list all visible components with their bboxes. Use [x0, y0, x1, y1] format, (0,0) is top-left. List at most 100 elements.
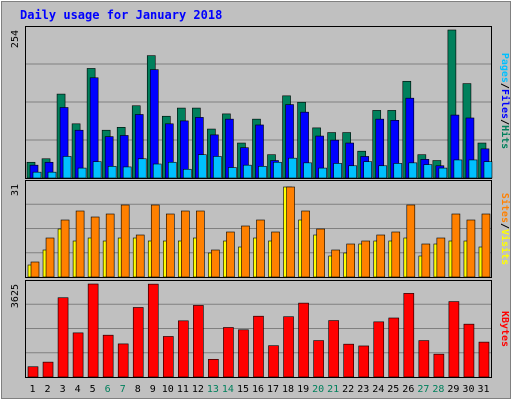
bar-kbytes-day-5	[87, 283, 99, 378]
x-tick-label-day-28: 28	[432, 384, 444, 395]
x-tick-label-day-27: 27	[417, 384, 429, 395]
bar-sites-day-26	[406, 204, 416, 278]
x-tick-label-day-8: 8	[135, 384, 141, 395]
legend-visits-sites: Sites/Visits	[499, 193, 511, 265]
bar-sites-day-7	[120, 204, 130, 278]
bar-kbytes-day-2	[42, 361, 54, 378]
x-tick-label-day-16: 16	[252, 384, 264, 395]
bar-sites-day-27	[421, 243, 431, 278]
x-tick-label-day-26: 26	[402, 384, 414, 395]
legend-item-files: Files	[499, 89, 511, 119]
bar-kbytes-day-10	[162, 336, 174, 378]
chart-title: Daily usage for January 2018	[20, 8, 222, 22]
bar-sites-day-5	[90, 216, 100, 278]
x-tick-label-day-21: 21	[327, 384, 339, 395]
bar-pages-day-25	[393, 163, 403, 179]
bar-sites-day-25	[391, 231, 401, 278]
bar-sites-day-28	[436, 237, 446, 278]
bar-sites-day-6	[105, 213, 115, 278]
bar-sites-day-14	[226, 231, 235, 278]
bar-pages-day-16	[258, 166, 267, 179]
bar-kbytes-day-29	[448, 301, 460, 378]
legend-kbytes: KBytes	[499, 311, 510, 347]
bar-kbytes-day-9	[147, 283, 159, 378]
bar-pages-day-19	[303, 162, 312, 179]
bar-sites-day-21	[331, 249, 340, 278]
bar-kbytes-day-21	[328, 320, 339, 378]
bar-kbytes-day-28	[433, 353, 445, 378]
bar-sites-day-16	[256, 219, 265, 278]
bar-pages-day-11	[183, 168, 192, 179]
bar-pages-day-30	[468, 159, 478, 179]
bar-kbytes-day-24	[373, 321, 385, 378]
bar-kbytes-day-31	[478, 341, 490, 378]
bar-sites-day-29	[451, 213, 461, 278]
bar-kbytes-day-15	[238, 329, 249, 378]
bar-pages-day-23	[363, 161, 373, 179]
bar-kbytes-day-17	[268, 345, 279, 378]
bar-pages-day-31	[483, 161, 493, 179]
bar-pages-day-10	[167, 161, 177, 179]
bar-pages-day-15	[243, 164, 252, 179]
bar-pages-day-7	[122, 166, 132, 179]
bar-kbytes-day-23	[358, 345, 370, 378]
bar-pages-day-13	[213, 156, 222, 179]
x-tick-label-day-30: 30	[462, 384, 474, 395]
x-tick-label-day-18: 18	[282, 384, 294, 395]
bar-kbytes-day-20	[313, 340, 324, 378]
bar-sites-day-12	[196, 210, 205, 278]
bar-sites-day-20	[316, 228, 325, 278]
bar-pages-day-29	[453, 159, 463, 179]
bar-pages-day-6	[107, 166, 117, 179]
bar-sites-day-19	[301, 210, 310, 278]
bar-sites-day-1	[30, 261, 40, 278]
x-tick-label-day-25: 25	[387, 384, 399, 395]
bar-sites-day-11	[181, 210, 190, 278]
bar-pages-day-28	[438, 167, 448, 179]
bar-kbytes-day-19	[298, 302, 309, 378]
bar-pages-day-14	[228, 167, 237, 179]
legend-item-sites: Sites	[499, 193, 511, 223]
bar-kbytes-day-18	[283, 316, 294, 378]
x-tick-label-day-22: 22	[342, 384, 354, 395]
bar-pages-day-9	[152, 163, 162, 179]
bar-pages-day-22	[348, 165, 357, 179]
bar-sites-day-18	[286, 186, 295, 278]
x-tick-label-day-11: 11	[177, 384, 189, 395]
bar-sites-day-3	[60, 219, 70, 278]
x-tick-label-day-6: 6	[105, 384, 111, 395]
bar-pages-day-12	[198, 154, 207, 179]
bar-pages-day-1	[32, 171, 42, 179]
legend-separator: /	[499, 119, 510, 125]
x-tick-label-day-3: 3	[60, 384, 66, 395]
bar-kbytes-day-13	[208, 358, 219, 378]
bar-kbytes-day-22	[343, 343, 354, 378]
bar-kbytes-day-4	[72, 332, 84, 378]
x-tick-label-day-15: 15	[237, 384, 249, 395]
bar-files-day-9	[149, 69, 159, 179]
bar-pages-day-5	[92, 161, 102, 179]
x-tick-label-day-1: 1	[30, 384, 36, 395]
bar-pages-day-24	[378, 165, 388, 179]
x-tick-label-day-12: 12	[192, 384, 204, 395]
bar-pages-day-3	[62, 156, 72, 179]
bar-kbytes-day-30	[463, 323, 475, 378]
bar-pages-day-26	[408, 162, 418, 179]
bar-sites-day-15	[241, 225, 250, 278]
x-tick-label-day-2: 2	[45, 384, 51, 395]
bar-sites-day-13	[211, 249, 220, 278]
x-tick-label-day-13: 13	[207, 384, 219, 395]
bar-sites-day-2	[45, 237, 55, 278]
bar-sites-day-24	[376, 234, 386, 278]
x-tick-label-day-5: 5	[90, 384, 96, 395]
bar-kbytes-day-25	[388, 317, 400, 378]
legend-separator: /	[499, 83, 510, 89]
legend-item-kbytes: KBytes	[499, 311, 510, 347]
y-max-label-visits-sites: 31	[10, 184, 21, 196]
bar-pages-day-18	[288, 157, 297, 179]
x-tick-label-day-29: 29	[447, 384, 459, 395]
bar-sites-day-22	[346, 243, 355, 278]
x-tick-label-day-10: 10	[162, 384, 174, 395]
